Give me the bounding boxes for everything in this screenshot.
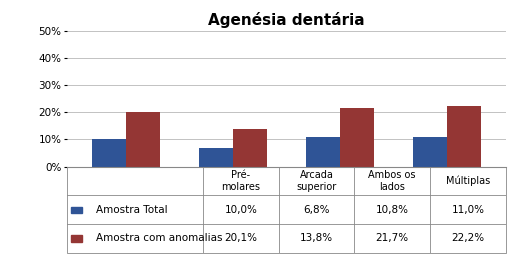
Bar — [413, 137, 447, 167]
Text: 13,8%: 13,8% — [300, 233, 333, 244]
Text: Arcada
superior: Arcada superior — [296, 170, 336, 192]
Bar — [340, 108, 374, 167]
Bar — [233, 129, 267, 167]
Text: 21,7%: 21,7% — [376, 233, 409, 244]
Bar — [447, 106, 481, 167]
Bar — [92, 139, 126, 167]
Text: 11,0%: 11,0% — [452, 205, 485, 215]
Text: Múltiplas: Múltiplas — [446, 176, 490, 186]
Text: Ambos os
lados: Ambos os lados — [368, 170, 416, 192]
Text: Pré-
molares: Pré- molares — [221, 170, 261, 192]
Bar — [71, 235, 82, 242]
Text: 10,8%: 10,8% — [376, 205, 409, 215]
Text: 10,0%: 10,0% — [224, 205, 257, 215]
Bar — [71, 207, 82, 213]
Text: 22,2%: 22,2% — [452, 233, 485, 244]
Text: 6,8%: 6,8% — [303, 205, 330, 215]
Text: Amostra com anomalias: Amostra com anomalias — [95, 233, 222, 244]
Bar — [305, 137, 340, 167]
Text: Amostra Total: Amostra Total — [95, 205, 167, 215]
Bar — [126, 112, 160, 167]
Text: 20,1%: 20,1% — [224, 233, 257, 244]
Bar — [199, 148, 233, 167]
Title: Agenésia dentária: Agenésia dentária — [208, 12, 365, 28]
